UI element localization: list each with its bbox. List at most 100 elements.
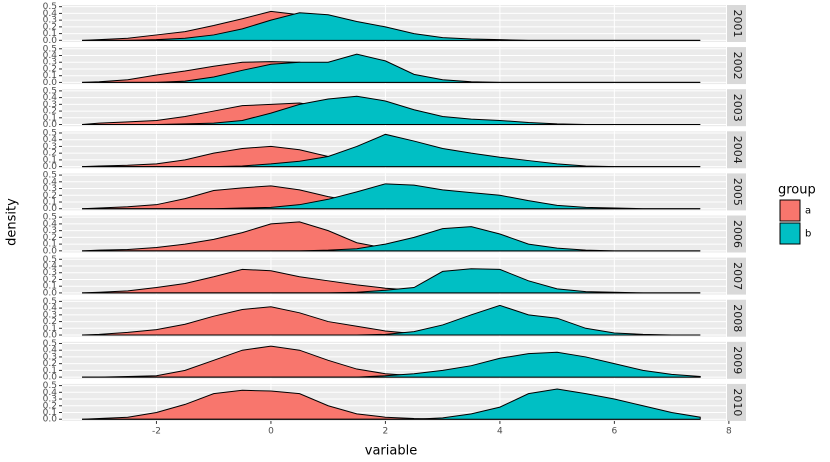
y-tick-label: 0.3 bbox=[43, 226, 57, 236]
legend-label: a bbox=[805, 206, 811, 217]
y-tick-label: 0.2 bbox=[43, 64, 57, 74]
strip-label: 2001 bbox=[731, 10, 744, 38]
strip bbox=[727, 47, 746, 85]
y-tick-label: 0.2 bbox=[43, 359, 57, 369]
y-tick-label: 0.3 bbox=[43, 58, 57, 68]
x-tick-label: 2 bbox=[383, 426, 389, 436]
strip-label: 2002 bbox=[731, 52, 744, 80]
y-tick-label: 0.2 bbox=[43, 317, 57, 327]
x-axis-label: variable bbox=[365, 444, 417, 459]
density-area bbox=[82, 95, 701, 126]
y-tick-label: 0.4 bbox=[43, 262, 58, 272]
y-tick-label: 0.5 bbox=[43, 297, 57, 307]
density-area bbox=[82, 53, 701, 83]
strip bbox=[727, 257, 746, 295]
strip-label: 2004 bbox=[731, 136, 744, 164]
y-tick-label: 0.0 bbox=[43, 120, 58, 130]
y-tick-label: 0.5 bbox=[43, 44, 57, 54]
y-tick-label: 0.4 bbox=[43, 135, 58, 145]
y-tick-label: 0.0 bbox=[43, 373, 58, 383]
x-tick-label: -2 bbox=[152, 426, 161, 436]
y-tick-label: 0.1 bbox=[43, 29, 57, 39]
y-tick-label: 0.3 bbox=[43, 142, 57, 152]
y-tick-label: 0.5 bbox=[43, 171, 57, 181]
x-tick-label: 8 bbox=[726, 426, 732, 436]
y-tick-label: 0.2 bbox=[43, 191, 57, 201]
y-tick-label: 0.4 bbox=[43, 388, 58, 398]
y-axis-label: density bbox=[5, 198, 20, 246]
y-tick-label: 0.5 bbox=[43, 128, 57, 138]
x-tick-label: 0 bbox=[268, 426, 274, 436]
y-tick-label: 0.3 bbox=[43, 395, 57, 405]
strip-label: 2003 bbox=[731, 94, 744, 122]
y-tick-label: 0.0 bbox=[43, 415, 58, 425]
density-area bbox=[82, 268, 701, 294]
y-tick-label: 0.1 bbox=[43, 366, 57, 376]
y-tick-label: 0.1 bbox=[43, 197, 57, 207]
y-tick-label: 0.4 bbox=[43, 304, 58, 314]
density-area bbox=[82, 304, 701, 336]
strip bbox=[727, 341, 746, 379]
y-tick-label: 0.2 bbox=[43, 275, 57, 285]
strip bbox=[727, 89, 746, 127]
y-tick-label: 0.2 bbox=[43, 107, 57, 117]
legend-title: group bbox=[778, 183, 816, 198]
y-tick-label: 0.2 bbox=[43, 233, 57, 243]
y-tick-label: 0.0 bbox=[43, 331, 58, 341]
y-tick-label: 0.4 bbox=[43, 346, 58, 356]
x-tick-label: 4 bbox=[497, 426, 503, 436]
strip-label: 2007 bbox=[731, 262, 744, 290]
y-tick-label: 0.0 bbox=[43, 204, 58, 214]
y-tick-label: 0.3 bbox=[43, 268, 57, 278]
density-area bbox=[82, 351, 701, 378]
density-area bbox=[82, 12, 701, 41]
y-tick-label: 0.3 bbox=[43, 184, 57, 194]
y-tick-label: 0.2 bbox=[43, 149, 57, 159]
y-tick-label: 0.3 bbox=[43, 100, 57, 110]
strip bbox=[727, 173, 746, 211]
strip-label: 2008 bbox=[731, 304, 744, 332]
y-tick-label: 0.4 bbox=[43, 93, 58, 103]
density-area bbox=[82, 133, 701, 168]
strip bbox=[727, 5, 746, 42]
y-tick-label: 0.1 bbox=[43, 240, 57, 250]
y-tick-label: 0.5 bbox=[43, 381, 57, 391]
y-tick-label: 0.2 bbox=[43, 401, 57, 411]
strip bbox=[727, 215, 746, 253]
y-tick-label: 0.5 bbox=[43, 255, 57, 265]
strip-label: 2006 bbox=[731, 220, 744, 248]
strip bbox=[727, 383, 746, 421]
y-tick-label: 0.0 bbox=[43, 78, 58, 88]
legend-key bbox=[779, 199, 801, 222]
y-tick-label: 0.5 bbox=[43, 339, 57, 349]
legend-key bbox=[779, 222, 801, 245]
y-tick-label: 0.0 bbox=[43, 36, 58, 46]
y-tick-label: 0.0 bbox=[43, 288, 58, 298]
y-tick-label: 0.5 bbox=[43, 213, 57, 223]
strip bbox=[727, 299, 746, 337]
strip-label: 2009 bbox=[731, 346, 744, 374]
y-tick-label: 0.1 bbox=[43, 282, 57, 292]
y-tick-label: 0.5 bbox=[43, 2, 57, 12]
x-tick-label: 6 bbox=[612, 426, 618, 436]
y-tick-label: 0.4 bbox=[43, 219, 58, 229]
y-tick-label: 0.1 bbox=[43, 408, 57, 418]
y-tick-label: 0.0 bbox=[43, 246, 58, 256]
y-tick-label: 0.4 bbox=[43, 177, 58, 187]
y-tick-label: 0.3 bbox=[43, 16, 57, 26]
strip-label: 2005 bbox=[731, 178, 744, 206]
density-area bbox=[82, 183, 701, 210]
y-tick-label: 0.4 bbox=[43, 9, 58, 19]
y-tick-label: 0.1 bbox=[43, 324, 57, 334]
density-area bbox=[82, 226, 701, 252]
legend-label: b bbox=[805, 229, 811, 240]
y-tick-label: 0.3 bbox=[43, 310, 57, 320]
strip-label: 2010 bbox=[731, 388, 744, 416]
y-tick-label: 0.1 bbox=[43, 71, 57, 81]
y-tick-label: 0.1 bbox=[43, 113, 57, 123]
y-tick-label: 0.2 bbox=[43, 22, 57, 32]
y-tick-label: 0.1 bbox=[43, 155, 57, 165]
y-tick-label: 0.5 bbox=[43, 86, 57, 96]
